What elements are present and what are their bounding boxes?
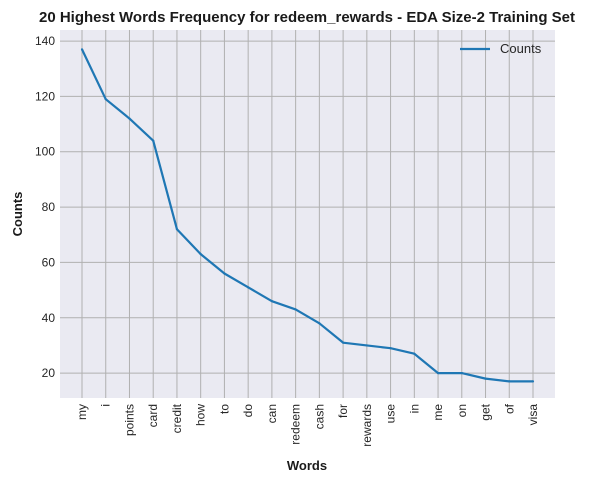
x-tick-label: do xyxy=(241,404,255,418)
x-tick-label: in xyxy=(407,404,421,413)
x-tick-label: to xyxy=(217,404,231,414)
x-axis-ticks: my i points card credit how to do can redeem cash f… xyxy=(75,403,540,446)
y-tick-label: 140 xyxy=(35,34,55,48)
x-tick-label: me xyxy=(431,404,445,421)
data-point xyxy=(175,228,179,231)
data-point xyxy=(342,341,345,344)
y-tick-label: 80 xyxy=(42,200,56,214)
x-tick-label: rewards xyxy=(360,404,374,447)
data-point xyxy=(270,300,273,303)
data-point xyxy=(436,371,440,375)
x-tick-label: visa xyxy=(526,404,540,426)
x-tick-label: for xyxy=(336,404,350,418)
x-tick-label: redeem xyxy=(289,404,303,445)
y-tick-label: 60 xyxy=(42,255,56,269)
x-tick-label: i xyxy=(99,404,113,407)
x-tick-label: points xyxy=(122,404,136,436)
data-point xyxy=(365,344,368,347)
legend: Counts xyxy=(460,41,542,56)
x-tick-label: on xyxy=(455,404,469,417)
x-axis-label: Words xyxy=(287,458,327,473)
data-point xyxy=(247,286,250,289)
data-point xyxy=(80,48,84,51)
y-axis-ticks: 20 40 60 80 100 120 140 xyxy=(35,34,55,380)
data-point xyxy=(223,272,226,275)
data-point xyxy=(104,98,107,101)
grid xyxy=(60,30,555,398)
data-point xyxy=(460,371,463,375)
data-point xyxy=(484,377,487,380)
data-point xyxy=(318,322,321,325)
x-tick-label: how xyxy=(194,404,208,426)
data-point xyxy=(199,253,202,256)
y-tick-label: 40 xyxy=(42,311,56,325)
x-tick-label: of xyxy=(502,403,516,414)
data-point xyxy=(531,380,535,383)
y-tick-label: 20 xyxy=(42,366,56,380)
data-point xyxy=(294,308,297,311)
data-point xyxy=(389,347,392,350)
y-tick-label: 120 xyxy=(35,89,55,103)
y-axis-label: Counts xyxy=(10,192,25,237)
x-tick-label: card xyxy=(146,404,160,427)
data-point xyxy=(152,139,155,142)
x-tick-label: get xyxy=(479,403,493,420)
x-tick-label: use xyxy=(384,404,398,424)
series-line-counts xyxy=(81,48,533,383)
y-tick-label: 100 xyxy=(35,145,55,159)
data-point xyxy=(508,380,511,383)
x-tick-label: credit xyxy=(170,403,184,433)
legend-label: Counts xyxy=(500,41,542,56)
data-point xyxy=(413,352,416,355)
x-tick-label: cash xyxy=(312,404,326,429)
x-tick-label: my xyxy=(75,404,89,420)
plot-area xyxy=(60,30,555,398)
series-points xyxy=(80,48,535,383)
x-tick-label: can xyxy=(265,404,279,423)
data-point xyxy=(128,117,131,120)
chart-title: 20 Highest Words Frequency for redeem_re… xyxy=(39,9,575,26)
